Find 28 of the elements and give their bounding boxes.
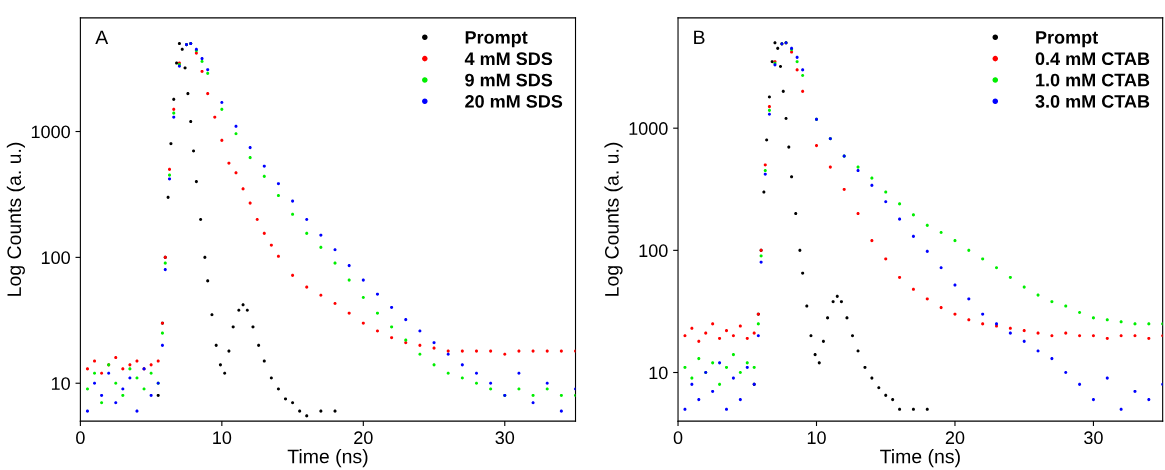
- x-axis-title: Time (ns): [880, 449, 960, 468]
- x-tick-label: 0: [673, 431, 683, 445]
- y-tick-label: 1000: [629, 122, 668, 135]
- y-axis-title: Log Counts (a. u.): [604, 142, 623, 296]
- x-tick-label: 0: [76, 431, 85, 445]
- y-tick-label: 100: [41, 251, 70, 265]
- legend-label: 9 mM SDS: [465, 73, 553, 87]
- annotation: B: [694, 30, 705, 45]
- y-tick-label: 10: [649, 366, 668, 380]
- y-axis-title: Log Counts (a. u.): [6, 142, 25, 296]
- y-tick-label: 10: [51, 377, 70, 390]
- annotation: A: [95, 30, 109, 45]
- legend-label: 4 mM SDS: [464, 52, 553, 66]
- x-tick-label: 20: [354, 431, 373, 445]
- x-tick-label: 30: [1084, 431, 1103, 445]
- legend-label: 0.4 mM CTAB: [1035, 52, 1150, 66]
- y-tick-label: 100: [639, 244, 668, 258]
- legend-label: Prompt: [1036, 31, 1098, 48]
- x-tick-label: 10: [807, 431, 826, 445]
- x-tick-label: 10: [213, 431, 232, 445]
- legend-label: 20 mM SDS: [465, 95, 563, 108]
- y-tick-label: 1000: [31, 125, 70, 139]
- x-tick-label: 30: [495, 431, 515, 445]
- legend-label: 1.0 mM CTAB: [1036, 73, 1150, 87]
- x-tick-label: 20: [945, 431, 965, 445]
- x-axis-title: Time (ns): [287, 449, 368, 468]
- legend-label: Prompt: [465, 31, 528, 48]
- legend-label: 3.0 mM CTAB: [1035, 95, 1150, 108]
